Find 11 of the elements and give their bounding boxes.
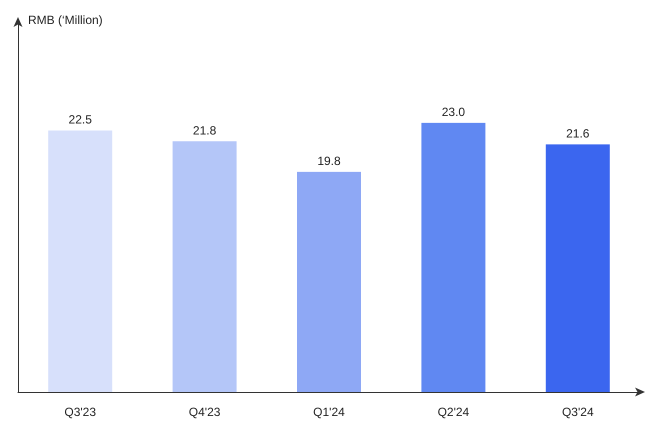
- data-label: 21.8: [192, 123, 217, 138]
- x-tick-label: Q3'24: [562, 405, 594, 419]
- x-tick-label: Q1'24: [313, 405, 346, 419]
- data-label: 22.5: [68, 112, 92, 127]
- data-label: 23.0: [442, 104, 466, 119]
- x-tick-label: Q2'24: [438, 405, 470, 419]
- x-tick-label: Q3'23: [64, 405, 96, 419]
- y-axis-title: RMB (‘Million): [28, 13, 103, 27]
- data-label: 21.6: [566, 126, 590, 140]
- x-tick-label: Q4'23: [188, 405, 221, 419]
- data-label: 19.8: [317, 154, 341, 168]
